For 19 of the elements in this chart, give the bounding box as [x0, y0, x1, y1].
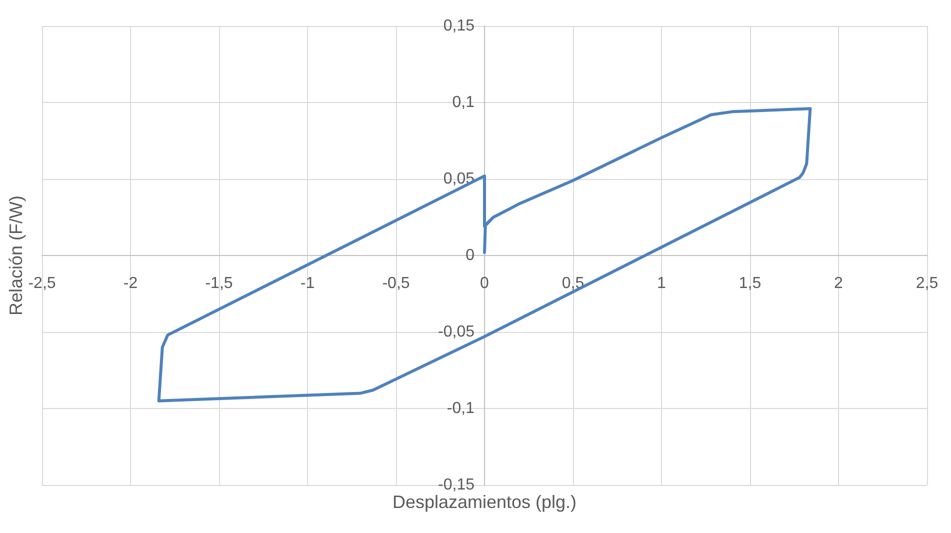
x-tick-label: 0: [480, 275, 490, 292]
x-tick-label: -2,5: [28, 275, 56, 292]
y-tick-label: 0,15: [443, 18, 475, 34]
y-tick-label: 0: [466, 247, 475, 264]
x-tick-label: 2: [834, 275, 844, 292]
x-tick-label: 2,5: [916, 275, 938, 292]
y-tick-label: -0,1: [446, 400, 475, 417]
y-axis-title: Relación (F/W): [6, 195, 26, 316]
y-tick-label: -0,15: [438, 476, 475, 494]
x-tick-label: -2: [123, 275, 138, 292]
x-tick-label: -1: [300, 275, 315, 292]
x-tick-label: 1,5: [738, 275, 762, 292]
x-tick-label: -0,5: [382, 275, 410, 292]
line-series: [157, 107, 812, 402]
x-axis-title: Desplazamientos (plg.): [392, 492, 577, 512]
y-tick-label: -0,05: [438, 324, 475, 340]
y-tick-label: 0,1: [452, 94, 475, 111]
x-tick-label: 1: [657, 275, 666, 292]
x-tick-label: -1,5: [205, 275, 233, 292]
